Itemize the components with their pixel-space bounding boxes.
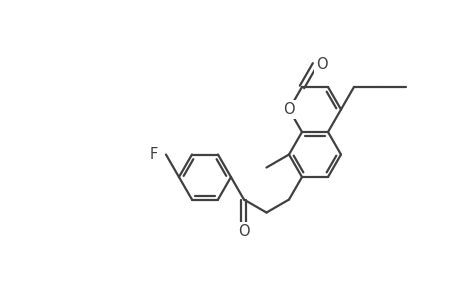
Text: O: O <box>283 102 294 117</box>
Text: F: F <box>149 147 157 162</box>
Text: O: O <box>238 224 249 239</box>
Text: O: O <box>315 57 327 72</box>
